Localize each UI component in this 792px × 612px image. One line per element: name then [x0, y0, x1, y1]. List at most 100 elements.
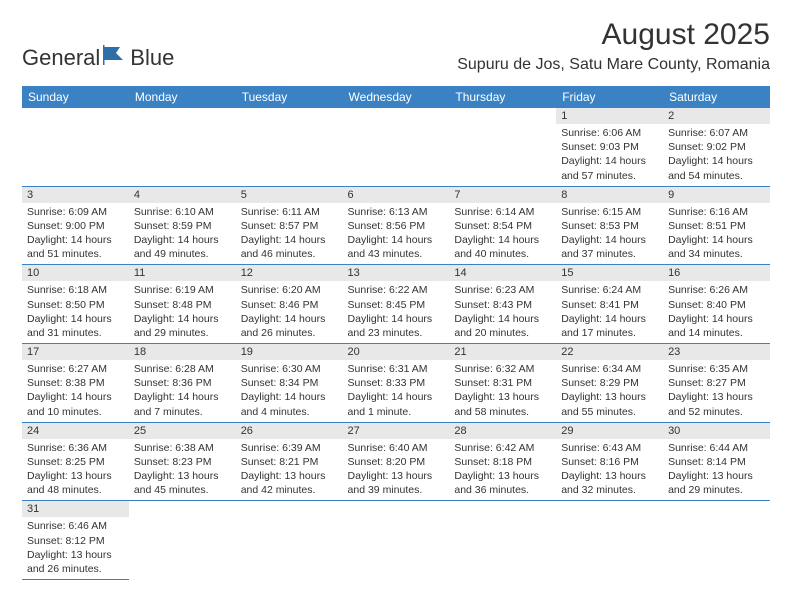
calendar-cell: 4Sunrise: 6:10 AMSunset: 8:59 PMDaylight… [129, 186, 236, 265]
calendar-cell: 26Sunrise: 6:39 AMSunset: 8:21 PMDayligh… [236, 422, 343, 501]
day-data: Sunrise: 6:30 AMSunset: 8:34 PMDaylight:… [236, 360, 343, 422]
calendar-cell: 30Sunrise: 6:44 AMSunset: 8:14 PMDayligh… [663, 422, 770, 501]
day-number: 5 [236, 187, 343, 203]
day-data: Sunrise: 6:10 AMSunset: 8:59 PMDaylight:… [129, 203, 236, 265]
day-data: Sunrise: 6:09 AMSunset: 9:00 PMDaylight:… [22, 203, 129, 265]
day-number: 7 [449, 187, 556, 203]
day-data: Sunrise: 6:46 AMSunset: 8:12 PMDaylight:… [22, 517, 129, 579]
day-number: 11 [129, 265, 236, 281]
day-number: 9 [663, 187, 770, 203]
day-data: Sunrise: 6:34 AMSunset: 8:29 PMDaylight:… [556, 360, 663, 422]
calendar-cell: 13Sunrise: 6:22 AMSunset: 8:45 PMDayligh… [343, 265, 450, 344]
calendar-cell: 24Sunrise: 6:36 AMSunset: 8:25 PMDayligh… [22, 422, 129, 501]
day-number: 25 [129, 423, 236, 439]
calendar-body: 1Sunrise: 6:06 AMSunset: 9:03 PMDaylight… [22, 108, 770, 580]
day-number: 19 [236, 344, 343, 360]
day-data: Sunrise: 6:38 AMSunset: 8:23 PMDaylight:… [129, 439, 236, 501]
day-data: Sunrise: 6:11 AMSunset: 8:57 PMDaylight:… [236, 203, 343, 265]
day-number: 20 [343, 344, 450, 360]
day-number: 13 [343, 265, 450, 281]
day-number: 29 [556, 423, 663, 439]
calendar-cell: 10Sunrise: 6:18 AMSunset: 8:50 PMDayligh… [22, 265, 129, 344]
day-data: Sunrise: 6:23 AMSunset: 8:43 PMDaylight:… [449, 281, 556, 343]
day-data: Sunrise: 6:06 AMSunset: 9:03 PMDaylight:… [556, 124, 663, 186]
day-number: 17 [22, 344, 129, 360]
day-data: Sunrise: 6:26 AMSunset: 8:40 PMDaylight:… [663, 281, 770, 343]
day-number: 8 [556, 187, 663, 203]
weekday-header: Monday [129, 86, 236, 108]
calendar-row: 17Sunrise: 6:27 AMSunset: 8:38 PMDayligh… [22, 344, 770, 423]
calendar-table: SundayMondayTuesdayWednesdayThursdayFrid… [22, 86, 770, 580]
day-data: Sunrise: 6:27 AMSunset: 8:38 PMDaylight:… [22, 360, 129, 422]
calendar-cell: 18Sunrise: 6:28 AMSunset: 8:36 PMDayligh… [129, 344, 236, 423]
calendar-row: 31Sunrise: 6:46 AMSunset: 8:12 PMDayligh… [22, 501, 770, 580]
day-number: 15 [556, 265, 663, 281]
day-number: 31 [22, 501, 129, 517]
calendar-cell: 2Sunrise: 6:07 AMSunset: 9:02 PMDaylight… [663, 108, 770, 186]
weekday-header: Saturday [663, 86, 770, 108]
day-data: Sunrise: 6:14 AMSunset: 8:54 PMDaylight:… [449, 203, 556, 265]
day-number: 30 [663, 423, 770, 439]
calendar-row: 3Sunrise: 6:09 AMSunset: 9:00 PMDaylight… [22, 186, 770, 265]
calendar-cell: 31Sunrise: 6:46 AMSunset: 8:12 PMDayligh… [22, 501, 129, 580]
calendar-cell: 28Sunrise: 6:42 AMSunset: 8:18 PMDayligh… [449, 422, 556, 501]
day-data: Sunrise: 6:19 AMSunset: 8:48 PMDaylight:… [129, 281, 236, 343]
day-number: 10 [22, 265, 129, 281]
logo-text-1: General [22, 45, 100, 71]
day-number: 12 [236, 265, 343, 281]
day-data: Sunrise: 6:40 AMSunset: 8:20 PMDaylight:… [343, 439, 450, 501]
day-number: 21 [449, 344, 556, 360]
day-number: 2 [663, 108, 770, 124]
calendar-cell [129, 108, 236, 186]
day-data: Sunrise: 6:07 AMSunset: 9:02 PMDaylight:… [663, 124, 770, 186]
calendar-cell: 14Sunrise: 6:23 AMSunset: 8:43 PMDayligh… [449, 265, 556, 344]
day-data: Sunrise: 6:35 AMSunset: 8:27 PMDaylight:… [663, 360, 770, 422]
calendar-cell: 15Sunrise: 6:24 AMSunset: 8:41 PMDayligh… [556, 265, 663, 344]
day-number: 1 [556, 108, 663, 124]
calendar-cell [449, 501, 556, 580]
calendar-row: 24Sunrise: 6:36 AMSunset: 8:25 PMDayligh… [22, 422, 770, 501]
calendar-cell: 1Sunrise: 6:06 AMSunset: 9:03 PMDaylight… [556, 108, 663, 186]
day-data: Sunrise: 6:20 AMSunset: 8:46 PMDaylight:… [236, 281, 343, 343]
logo: General Blue [22, 45, 174, 71]
weekday-header: Tuesday [236, 86, 343, 108]
day-data: Sunrise: 6:31 AMSunset: 8:33 PMDaylight:… [343, 360, 450, 422]
day-data: Sunrise: 6:16 AMSunset: 8:51 PMDaylight:… [663, 203, 770, 265]
day-data: Sunrise: 6:28 AMSunset: 8:36 PMDaylight:… [129, 360, 236, 422]
calendar-cell [236, 108, 343, 186]
calendar-cell: 11Sunrise: 6:19 AMSunset: 8:48 PMDayligh… [129, 265, 236, 344]
calendar-cell: 25Sunrise: 6:38 AMSunset: 8:23 PMDayligh… [129, 422, 236, 501]
calendar-cell: 5Sunrise: 6:11 AMSunset: 8:57 PMDaylight… [236, 186, 343, 265]
calendar-cell: 12Sunrise: 6:20 AMSunset: 8:46 PMDayligh… [236, 265, 343, 344]
calendar-cell: 17Sunrise: 6:27 AMSunset: 8:38 PMDayligh… [22, 344, 129, 423]
calendar-cell: 19Sunrise: 6:30 AMSunset: 8:34 PMDayligh… [236, 344, 343, 423]
day-data: Sunrise: 6:44 AMSunset: 8:14 PMDaylight:… [663, 439, 770, 501]
day-data: Sunrise: 6:13 AMSunset: 8:56 PMDaylight:… [343, 203, 450, 265]
calendar-cell: 27Sunrise: 6:40 AMSunset: 8:20 PMDayligh… [343, 422, 450, 501]
calendar-cell: 21Sunrise: 6:32 AMSunset: 8:31 PMDayligh… [449, 344, 556, 423]
calendar-cell [22, 108, 129, 186]
calendar-cell: 8Sunrise: 6:15 AMSunset: 8:53 PMDaylight… [556, 186, 663, 265]
day-data: Sunrise: 6:24 AMSunset: 8:41 PMDaylight:… [556, 281, 663, 343]
weekday-header: Sunday [22, 86, 129, 108]
day-number: 24 [22, 423, 129, 439]
calendar-cell [129, 501, 236, 580]
day-number: 18 [129, 344, 236, 360]
calendar-cell: 3Sunrise: 6:09 AMSunset: 9:00 PMDaylight… [22, 186, 129, 265]
calendar-cell: 7Sunrise: 6:14 AMSunset: 8:54 PMDaylight… [449, 186, 556, 265]
day-number: 23 [663, 344, 770, 360]
day-number: 6 [343, 187, 450, 203]
logo-text-2: Blue [130, 45, 174, 71]
day-number: 3 [22, 187, 129, 203]
day-data: Sunrise: 6:42 AMSunset: 8:18 PMDaylight:… [449, 439, 556, 501]
day-number: 26 [236, 423, 343, 439]
weekday-header-row: SundayMondayTuesdayWednesdayThursdayFrid… [22, 86, 770, 108]
calendar-cell: 6Sunrise: 6:13 AMSunset: 8:56 PMDaylight… [343, 186, 450, 265]
day-data: Sunrise: 6:22 AMSunset: 8:45 PMDaylight:… [343, 281, 450, 343]
calendar-cell: 23Sunrise: 6:35 AMSunset: 8:27 PMDayligh… [663, 344, 770, 423]
calendar-cell [343, 108, 450, 186]
weekday-header: Friday [556, 86, 663, 108]
calendar-row: 1Sunrise: 6:06 AMSunset: 9:03 PMDaylight… [22, 108, 770, 186]
day-data: Sunrise: 6:32 AMSunset: 8:31 PMDaylight:… [449, 360, 556, 422]
day-data: Sunrise: 6:15 AMSunset: 8:53 PMDaylight:… [556, 203, 663, 265]
